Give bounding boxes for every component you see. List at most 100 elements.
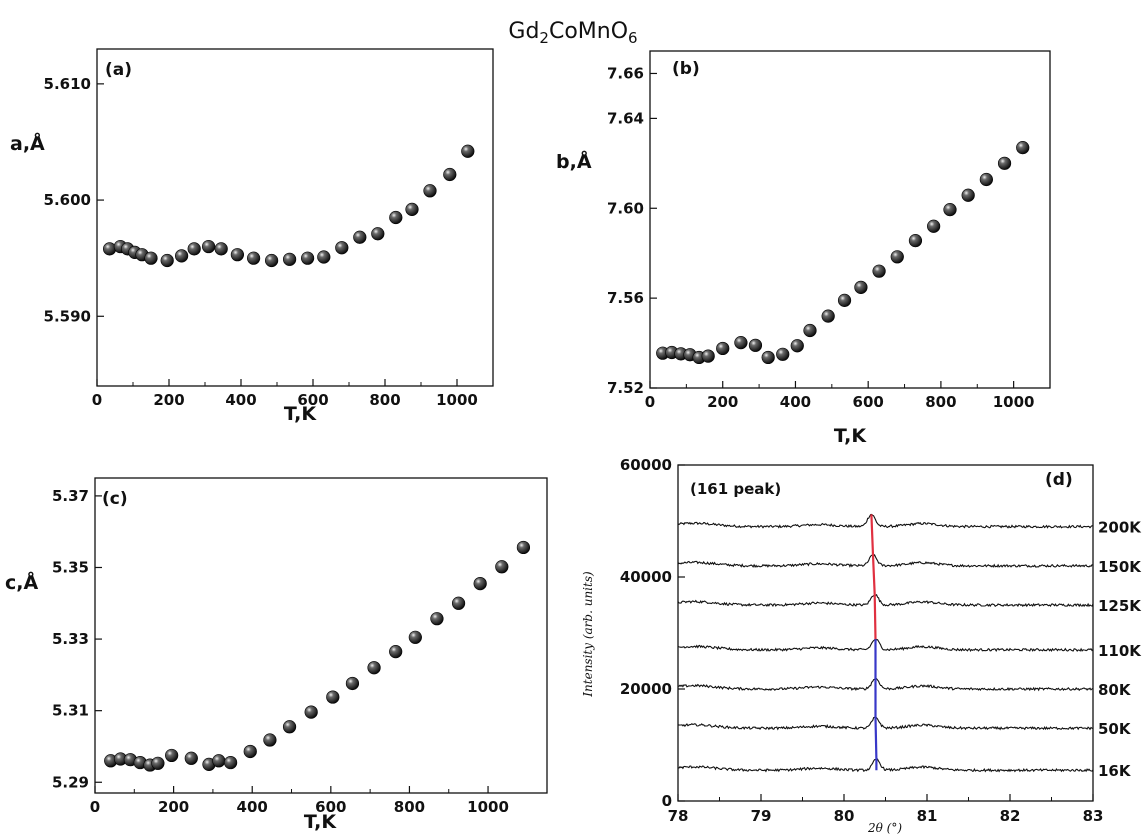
data-point bbox=[734, 336, 748, 350]
x-tick-label: 800 bbox=[394, 798, 425, 816]
data-point bbox=[451, 596, 466, 610]
plot-frame bbox=[96, 48, 494, 387]
x-tick-label: 200 bbox=[153, 391, 184, 409]
y-axis-label: c,Å bbox=[5, 570, 38, 594]
data-point bbox=[943, 203, 957, 217]
data-point bbox=[430, 612, 444, 626]
data-point bbox=[187, 242, 201, 256]
x-tick-label: 1000 bbox=[436, 391, 478, 409]
x-tick-label: 800 bbox=[925, 393, 956, 411]
y-tick-label: 7.66 bbox=[607, 64, 644, 82]
data-point bbox=[461, 144, 475, 158]
y-tick-label: 7.52 bbox=[607, 379, 644, 397]
data-point bbox=[247, 251, 261, 265]
data-point bbox=[230, 248, 244, 262]
plot-frame bbox=[677, 464, 1094, 802]
xrd-trace bbox=[677, 594, 1094, 608]
data-point bbox=[212, 754, 226, 768]
data-point bbox=[367, 661, 381, 675]
y-tick-label: 5.590 bbox=[44, 307, 91, 325]
peak-line-upper bbox=[870, 514, 877, 640]
data-point bbox=[301, 251, 315, 265]
data-point bbox=[389, 645, 403, 659]
data-point bbox=[102, 242, 117, 256]
data-point bbox=[326, 690, 340, 704]
y-tick-label: 7.60 bbox=[607, 199, 644, 217]
data-point bbox=[961, 188, 975, 202]
xrd-trace bbox=[677, 758, 1094, 773]
y-tick-label: 5.31 bbox=[52, 702, 89, 720]
x-tick-label: 80 bbox=[834, 807, 855, 825]
data-point bbox=[776, 347, 790, 361]
x-tick-label: 0 bbox=[92, 391, 102, 409]
data-point bbox=[263, 733, 277, 747]
data-point bbox=[701, 349, 715, 363]
panel-label: (b) bbox=[672, 59, 700, 79]
panel-label: (c) bbox=[102, 489, 128, 509]
x-tick-label: 1000 bbox=[467, 798, 509, 816]
series-label: 16K bbox=[1098, 762, 1132, 780]
data-point bbox=[304, 705, 318, 719]
xrd-trace bbox=[677, 677, 1094, 692]
xrd-trace bbox=[677, 553, 1094, 568]
panel-a: 0 200 400 600 800 1000 5.590 5.600 5.610 a,Å T,K (a… bbox=[10, 48, 494, 425]
x-tick-label: 82 bbox=[1000, 807, 1021, 825]
data-point bbox=[761, 350, 775, 365]
x-tick-label: 1000 bbox=[993, 393, 1035, 411]
data-point bbox=[335, 241, 349, 255]
x-tick-label: 400 bbox=[780, 393, 811, 411]
data-point bbox=[748, 338, 763, 352]
x-tick-label: 0 bbox=[645, 393, 655, 411]
data-point bbox=[908, 234, 923, 248]
data-point bbox=[151, 756, 165, 770]
data-point bbox=[821, 309, 835, 323]
data-point bbox=[165, 748, 179, 763]
data-point bbox=[265, 253, 279, 268]
plot-frame bbox=[94, 477, 548, 794]
data-point bbox=[214, 242, 228, 256]
data-point bbox=[495, 560, 509, 574]
series-label: 110K bbox=[1098, 642, 1142, 660]
xrd-trace bbox=[677, 637, 1094, 653]
y-tick-label: 5.37 bbox=[52, 487, 89, 505]
data-point bbox=[790, 339, 804, 353]
data-point bbox=[473, 576, 487, 591]
data-point bbox=[282, 720, 297, 734]
y-tick-label: 5.600 bbox=[44, 191, 91, 209]
data-point bbox=[317, 250, 331, 264]
data-point bbox=[371, 227, 385, 241]
x-tick-label: 78 bbox=[668, 807, 689, 825]
data-point bbox=[443, 167, 457, 182]
peak-line-lower bbox=[874, 639, 878, 771]
series-label: 50K bbox=[1098, 720, 1132, 738]
x-tick-label: 0 bbox=[90, 798, 100, 816]
x-tick-label: 81 bbox=[917, 807, 938, 825]
data-point bbox=[389, 210, 403, 225]
y-tick-label: 40000 bbox=[620, 568, 672, 586]
panel-c: 0 200 400 600 800 1000 5.29 5.31 5.33 5.35 5.37 c,Å… bbox=[5, 477, 548, 833]
data-point bbox=[854, 280, 868, 294]
data-point bbox=[872, 264, 886, 278]
data-point bbox=[408, 630, 422, 644]
xrd-trace bbox=[677, 513, 1094, 529]
y-tick-label: 60000 bbox=[620, 456, 672, 474]
data-point bbox=[803, 323, 817, 338]
y-axis-label: Intensity (arb. units) bbox=[581, 571, 595, 698]
series-label: 80K bbox=[1098, 681, 1132, 699]
plot-frame bbox=[649, 50, 1051, 389]
y-tick-label: 5.29 bbox=[52, 773, 89, 791]
x-tick-label: 600 bbox=[853, 393, 884, 411]
peak-annotation: (161 peak) bbox=[690, 480, 781, 498]
data-point bbox=[927, 219, 941, 233]
data-point bbox=[716, 341, 730, 356]
data-point bbox=[353, 230, 367, 244]
data-point bbox=[516, 540, 531, 555]
data-point bbox=[1016, 141, 1030, 155]
series-label: 150K bbox=[1098, 558, 1142, 576]
data-point bbox=[224, 755, 238, 770]
data-point bbox=[345, 676, 360, 691]
x-tick-label: 600 bbox=[315, 798, 346, 816]
y-axis-label: b,Å bbox=[556, 149, 592, 173]
x-tick-label: 79 bbox=[751, 807, 772, 825]
